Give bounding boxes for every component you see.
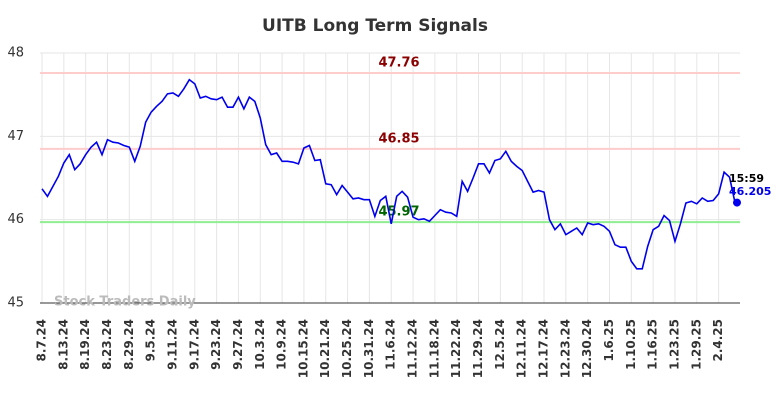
last-point (733, 198, 741, 207)
watermark: Stock Traders Daily (54, 295, 196, 310)
x-tick-label: 1.10.25 (624, 319, 638, 370)
x-tick-label: 10.25.24 (340, 319, 354, 378)
chart-title: UITB Long Term Signals (262, 16, 488, 36)
x-tick-label: 9.27.24 (231, 319, 245, 370)
signal-label: 47.76 (378, 56, 419, 71)
y-tick-label: 48 (7, 46, 24, 61)
y-tick-label: 45 (7, 296, 24, 311)
x-tick-label: 8.19.24 (78, 319, 92, 370)
x-tick-label: 11.18.24 (427, 319, 441, 378)
x-tick-label: 10.15.24 (296, 319, 310, 378)
x-tick-label: 8.23.24 (100, 319, 114, 370)
y-tick-label: 46 (7, 212, 24, 227)
x-tick-label: 11.12.24 (406, 319, 420, 378)
x-tick-label: 11.29.24 (471, 319, 485, 378)
x-tick-label: 12.17.24 (537, 319, 551, 378)
price-line (41, 78, 736, 270)
x-tick-label: 9.17.24 (187, 319, 201, 370)
x-tick-label: 12.23.24 (558, 319, 572, 378)
x-tick-label: 10.31.24 (362, 319, 376, 378)
x-tick-label: 8.13.24 (56, 319, 70, 370)
y-tick-label: 47 (7, 129, 24, 144)
x-tick-label: 8.7.24 (35, 319, 49, 362)
x-tick-label: 1.6.25 (602, 319, 616, 362)
signal-label: 46.85 (378, 131, 419, 146)
last-value: 46.205 (729, 185, 771, 198)
x-tick-label: 11.6.24 (384, 319, 398, 370)
x-tick-label: 8.29.24 (122, 319, 136, 370)
x-tick-label: 12.11.24 (515, 319, 529, 378)
x-tick-label: 2.4.25 (711, 319, 725, 362)
x-tick-label: 1.23.25 (667, 319, 681, 370)
x-tick-label: 10.9.24 (275, 319, 289, 370)
x-tick-label: 11.22.24 (449, 319, 463, 378)
last-time: 15:59 (729, 172, 764, 185)
x-tick-label: 12.30.24 (580, 319, 594, 378)
x-tick-label: 9.23.24 (209, 319, 223, 370)
x-tick-label: 10.3.24 (253, 319, 267, 370)
x-tick-label: 1.16.25 (646, 319, 660, 370)
x-tick-label: 9.5.24 (144, 319, 158, 362)
x-tick-label: 9.11.24 (165, 319, 179, 370)
x-tick-label: 10.21.24 (318, 319, 332, 378)
x-tick-label: 1.29.25 (689, 319, 703, 370)
x-tick-label: 12.5.24 (493, 319, 507, 370)
